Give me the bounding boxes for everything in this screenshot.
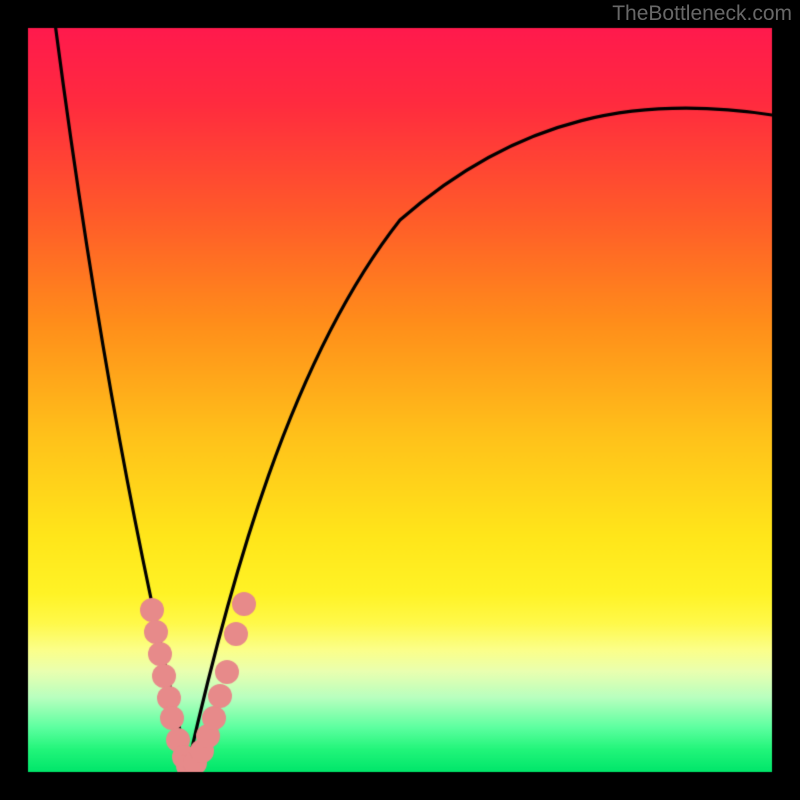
bottleneck-chart-canvas [0, 0, 800, 800]
chart-root: TheBottleneck.com [0, 0, 800, 800]
watermark-text: TheBottleneck.com [612, 2, 792, 26]
